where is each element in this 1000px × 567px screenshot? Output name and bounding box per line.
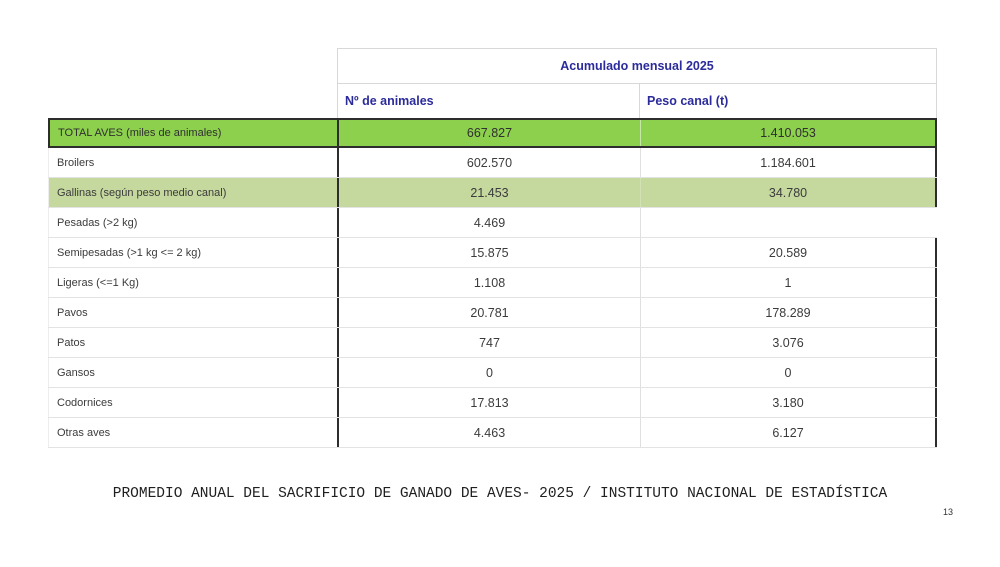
table-title: Acumulado mensual 2025	[337, 48, 937, 84]
row-label: Ligeras (<=1 Kg)	[48, 268, 337, 297]
cell-peso: 1.410.053	[640, 120, 937, 146]
data-table: TOTAL AVES (miles de animales) 667.827 1…	[48, 118, 937, 448]
cell-animales: 21.453	[337, 178, 640, 207]
row-label: Otras aves	[48, 418, 337, 447]
cell-peso: 6.127	[640, 418, 937, 447]
table-row-gansos: Gansos 0 0	[48, 358, 937, 388]
row-label: Pavos	[48, 298, 337, 327]
row-label: Codornices	[48, 388, 337, 417]
table-row-ligeras: Ligeras (<=1 Kg) 1.108 1	[48, 268, 937, 298]
cell-animales: 602.570	[337, 148, 640, 177]
cell-animales: 747	[337, 328, 640, 357]
table-row-pesadas: Pesadas (>2 kg) 4.469	[48, 208, 937, 238]
cell-peso: 3.180	[640, 388, 937, 417]
row-label: Gallinas (según peso medio canal)	[48, 178, 337, 207]
row-label: Gansos	[48, 358, 337, 387]
table-row-gallinas: Gallinas (según peso medio canal) 21.453…	[48, 178, 937, 208]
page-number: 13	[942, 507, 953, 517]
cell-peso: 178.289	[640, 298, 937, 327]
table-row-semipesadas: Semipesadas (>1 kg <= 2 kg) 15.875 20.58…	[48, 238, 937, 268]
cell-peso: 0	[640, 358, 937, 387]
cell-animales: 20.781	[337, 298, 640, 327]
table-row-codornices: Codornices 17.813 3.180	[48, 388, 937, 418]
cell-animales: 15.875	[337, 238, 640, 267]
table-row-patos: Patos 747 3.076	[48, 328, 937, 358]
cell-peso	[640, 208, 937, 237]
cell-peso: 1	[640, 268, 937, 297]
column-header-animales: Nº de animales	[338, 84, 640, 118]
cell-animales: 4.469	[337, 208, 640, 237]
table-row-total-aves: TOTAL AVES (miles de animales) 667.827 1…	[48, 118, 937, 148]
cell-peso: 1.184.601	[640, 148, 937, 177]
cell-animales: 1.108	[337, 268, 640, 297]
row-label: Pesadas (>2 kg)	[48, 208, 337, 237]
row-label: Patos	[48, 328, 337, 357]
cell-peso: 3.076	[640, 328, 937, 357]
cell-animales: 0	[337, 358, 640, 387]
table-row-otras-aves: Otras aves 4.463 6.127	[48, 418, 937, 448]
table-row-broilers: Broilers 602.570 1.184.601	[48, 148, 937, 178]
cell-animales: 4.463	[337, 418, 640, 447]
column-header-peso: Peso canal (t)	[647, 94, 729, 108]
slide-footer-caption: PROMEDIO ANUAL DEL SACRIFICIO DE GANADO …	[112, 486, 888, 502]
table-row-pavos: Pavos 20.781 178.289	[48, 298, 937, 328]
row-label: TOTAL AVES (miles de animales)	[48, 120, 337, 146]
row-label: Broilers	[48, 148, 337, 177]
table-header: Acumulado mensual 2025 Nº de animales Pe…	[337, 48, 937, 118]
cell-animales: 667.827	[337, 120, 640, 146]
column-header-row: Nº de animales Peso canal (t)	[337, 84, 937, 118]
cell-peso: 20.589	[640, 238, 937, 267]
cell-animales: 17.813	[337, 388, 640, 417]
row-label: Semipesadas (>1 kg <= 2 kg)	[48, 238, 337, 267]
cell-peso: 34.780	[640, 178, 937, 207]
